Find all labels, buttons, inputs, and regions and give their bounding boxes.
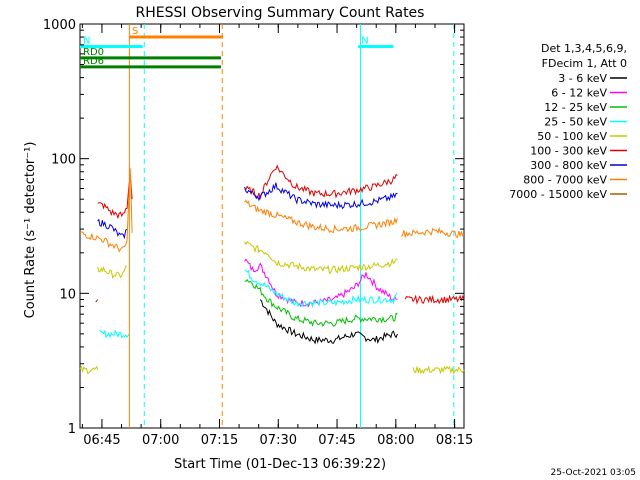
x-axis-label: Start Time (01-Dec-13 06:39:22) bbox=[174, 457, 386, 472]
x-tick-label: 08:15 bbox=[436, 433, 473, 448]
x-tick-label: 07:15 bbox=[201, 433, 238, 448]
legend-entry-label: 50 - 100 keV bbox=[537, 130, 607, 143]
legend-entry-label: 25 - 50 keV bbox=[544, 116, 607, 129]
legend-entry-label: 800 - 7000 keV bbox=[523, 174, 607, 187]
series-line bbox=[259, 299, 398, 345]
chart-title: RHESSI Observing Summary Count Rates bbox=[136, 5, 425, 21]
legend-entry-label: 300 - 800 keV bbox=[530, 159, 607, 172]
series-line bbox=[97, 265, 128, 279]
x-tick-label: 08:00 bbox=[377, 433, 414, 448]
series-line bbox=[95, 299, 99, 303]
attenuator-bar-label: S bbox=[132, 26, 138, 37]
y-tick-label: 100 bbox=[51, 153, 76, 168]
series-line bbox=[244, 258, 398, 308]
attenuator-bar-label: N bbox=[361, 36, 368, 47]
legend-header: FDecim 1, Att 0 bbox=[542, 57, 627, 70]
series-line bbox=[99, 329, 130, 339]
legend-entry-label: 6 - 12 keV bbox=[551, 87, 607, 100]
legend-entry-label: 3 - 6 keV bbox=[558, 72, 607, 85]
decimation-bar-label: RD6 bbox=[83, 56, 104, 67]
y-axis-label: Count Rate (s⁻¹ detector⁻¹) bbox=[23, 142, 38, 319]
series-line bbox=[244, 278, 398, 327]
legend-entry-label: 12 - 25 keV bbox=[544, 101, 607, 114]
series-line bbox=[97, 218, 128, 240]
x-axis-ticks: 06:45 07:00 07:15 07:30 07:45 08:00 08:15 bbox=[81, 24, 473, 448]
x-tick-label: 06:45 bbox=[83, 433, 120, 448]
plot-frame bbox=[79, 23, 465, 429]
y-tick-label: 1000 bbox=[43, 18, 76, 33]
series-line bbox=[244, 199, 398, 233]
attenuator-bar-label: N bbox=[83, 36, 90, 47]
legend-entry-label: 100 - 300 keV bbox=[530, 145, 607, 158]
footer-date: 25-Oct-2021 03:05 bbox=[551, 468, 636, 478]
series-line bbox=[412, 365, 465, 375]
series-line bbox=[244, 240, 398, 274]
series-line bbox=[79, 365, 99, 375]
legend-entry-label: 7000 - 15000 keV bbox=[509, 188, 607, 201]
series-line bbox=[244, 182, 398, 210]
series-line bbox=[244, 164, 398, 200]
legend-header: Det 1,3,4,5,6,9, bbox=[541, 42, 627, 55]
y-tick-label: 1 bbox=[68, 422, 76, 437]
x-tick-label: 07:00 bbox=[142, 433, 179, 448]
y-axis-ticks: 1 10 100 1000 bbox=[43, 18, 464, 437]
series-line bbox=[79, 168, 133, 253]
series-line bbox=[244, 269, 398, 309]
series-line bbox=[400, 226, 465, 239]
x-tick-label: 07:45 bbox=[318, 433, 355, 448]
x-tick-label: 07:30 bbox=[260, 433, 297, 448]
series-line bbox=[97, 174, 133, 220]
series-line bbox=[404, 294, 465, 305]
decimation-bar-label: RD0 bbox=[83, 47, 104, 58]
y-tick-label: 10 bbox=[59, 287, 76, 302]
legend: Det 1,3,4,5,6,9, FDecim 1, Att 0 3 - 6 keV… bbox=[509, 42, 627, 201]
